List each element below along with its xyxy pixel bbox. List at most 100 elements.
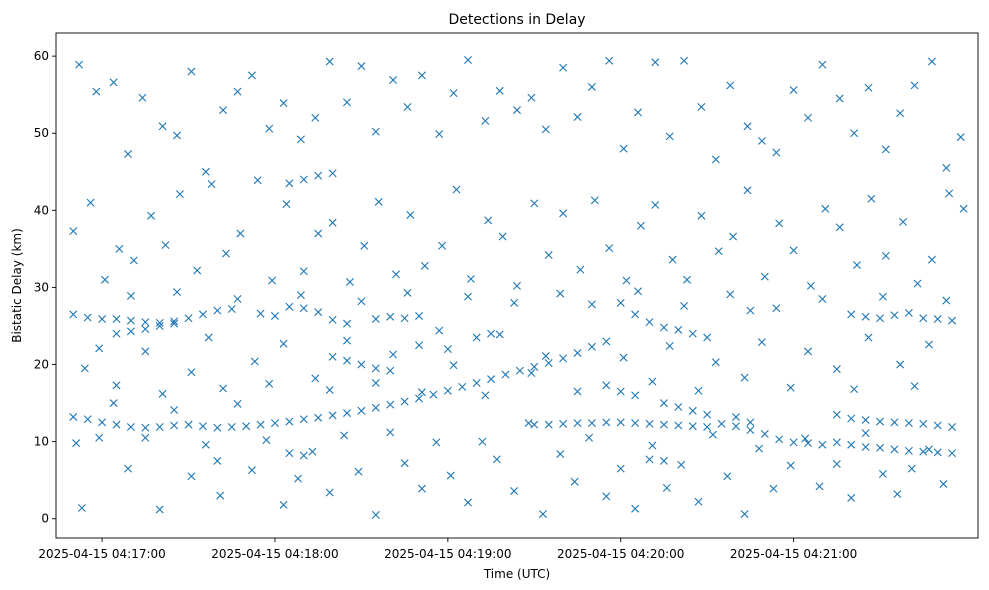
data-point [665, 132, 674, 141]
data-point [184, 420, 193, 429]
data-point [265, 379, 274, 388]
data-point [772, 304, 781, 313]
data-point [622, 276, 631, 285]
data-point [216, 491, 225, 500]
data-point [743, 122, 752, 131]
data-point [645, 419, 654, 428]
data-point [328, 169, 337, 178]
x-axis-title: Time (UTC) [483, 567, 550, 581]
data-point [697, 211, 706, 220]
data-point [942, 296, 951, 305]
data-point [648, 441, 657, 450]
data-point [124, 464, 133, 473]
data-point [262, 436, 271, 445]
data-point [743, 186, 752, 195]
data-point [665, 342, 674, 351]
data-point [357, 406, 366, 415]
data-point [155, 422, 164, 431]
data-point [247, 71, 256, 80]
data-point [386, 366, 395, 375]
data-point [204, 333, 213, 342]
data-point [786, 461, 795, 470]
data-point [729, 232, 738, 241]
data-point [158, 122, 167, 131]
data-point [464, 55, 473, 64]
data-point [201, 440, 210, 449]
data-point [544, 251, 553, 260]
data-point [435, 326, 444, 335]
data-point [515, 366, 524, 375]
y-tick-label: 0 [41, 512, 49, 526]
data-point [141, 423, 150, 432]
data-point [659, 323, 668, 332]
data-point [265, 124, 274, 133]
y-tick-label: 50 [34, 126, 49, 140]
data-point [357, 360, 366, 369]
plot-frame [55, 32, 979, 539]
data-point [818, 60, 827, 69]
data-point [233, 399, 242, 408]
data-point [124, 150, 133, 159]
data-point [530, 199, 539, 208]
data-point [587, 342, 596, 351]
data-point [910, 81, 919, 90]
data-point [645, 318, 654, 327]
data-point [481, 391, 490, 400]
data-point [919, 447, 928, 456]
data-point [481, 116, 490, 125]
data-point [881, 145, 890, 154]
data-point [219, 106, 228, 115]
data-point [896, 360, 905, 369]
data-point [659, 399, 668, 408]
data-point [760, 272, 769, 281]
data-point [821, 204, 830, 213]
x-tick-label: 2025-04-15 04:18:00 [211, 547, 338, 561]
data-point [141, 347, 150, 356]
data-point [806, 281, 815, 290]
data-point [527, 93, 536, 102]
data-point [170, 317, 179, 326]
data-point [711, 155, 720, 164]
data-point [75, 60, 84, 69]
data-point [864, 83, 873, 92]
data-point [328, 315, 337, 324]
data-point [746, 306, 755, 315]
data-point [155, 505, 164, 514]
data-point [723, 472, 732, 481]
data-point [184, 314, 193, 323]
data-point [400, 459, 409, 468]
data-point [847, 310, 856, 319]
data-point [193, 266, 202, 275]
data-point [510, 298, 519, 307]
data-point [757, 136, 766, 145]
data-point [513, 281, 521, 290]
data-point [925, 340, 934, 349]
data-point [942, 163, 951, 172]
data-point [170, 406, 179, 415]
data-point [852, 261, 861, 270]
data-point [919, 314, 928, 323]
data-point [495, 330, 504, 339]
data-point [400, 397, 409, 406]
data-point [602, 418, 611, 427]
data-point [556, 449, 565, 458]
data-point [708, 430, 717, 439]
data-point [449, 361, 458, 370]
data-point [636, 221, 645, 230]
data-point [541, 352, 550, 361]
data-point [726, 81, 735, 90]
data-point [175, 190, 184, 199]
data-point [472, 333, 481, 342]
data-point [98, 418, 107, 427]
data-point [141, 325, 150, 334]
data-point [296, 291, 305, 300]
data-point [789, 86, 798, 95]
data-point [876, 314, 885, 323]
data-point [757, 338, 766, 347]
data-point [948, 422, 957, 431]
data-point [386, 312, 395, 321]
data-point [357, 297, 366, 306]
y-tick-label: 40 [34, 203, 49, 217]
data-point [948, 449, 957, 458]
data-point [659, 420, 668, 429]
